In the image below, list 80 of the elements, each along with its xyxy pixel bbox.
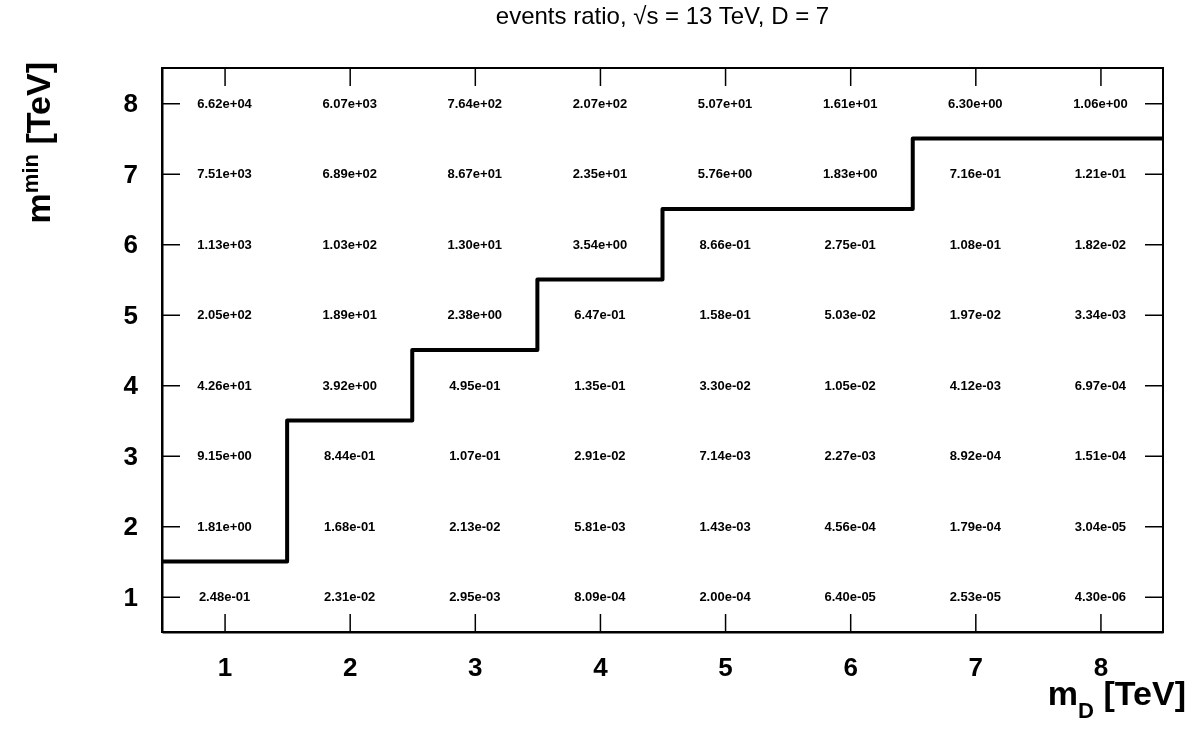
data-label: 7.64e+02 — [447, 95, 503, 111]
data-label: 1.35e-01 — [574, 377, 626, 393]
data-label: 2.07e+02 — [572, 95, 628, 111]
data-label: 7.14e-03 — [699, 448, 751, 464]
data-label: 2.13e-02 — [449, 518, 501, 534]
data-label: 4.26e+01 — [197, 377, 252, 393]
data-label: 6.07e+03 — [322, 95, 377, 111]
x-tick-label: 6 — [843, 652, 858, 683]
data-label: 4.56e-04 — [824, 518, 877, 534]
data-label: 1.03e+02 — [322, 236, 377, 252]
y-tick-label: 6 — [123, 229, 138, 260]
data-label: 2.00e-04 — [699, 589, 752, 605]
data-label: 1.08e-01 — [949, 236, 1001, 252]
data-label: 3.30e-02 — [699, 377, 751, 393]
data-label: 3.54e+00 — [572, 236, 628, 252]
x-tick-label: 4 — [593, 652, 609, 683]
data-label: 2.05e+02 — [197, 307, 252, 323]
data-label: 8.67e+01 — [447, 166, 503, 182]
data-label: 1.21e-01 — [1074, 166, 1127, 182]
data-label: 1.07e-01 — [449, 448, 501, 464]
y-tick-label: 7 — [123, 158, 138, 189]
data-label: 1.51e-04 — [1074, 448, 1127, 464]
data-label: 6.89e+02 — [322, 166, 377, 182]
data-label: 1.30e+01 — [447, 236, 503, 252]
data-label: 6.40e-05 — [824, 589, 876, 605]
x-tick-label: 5 — [718, 652, 733, 683]
y-tick-label: 4 — [123, 370, 139, 401]
data-label: 7.51e+03 — [197, 166, 252, 182]
data-label: 4.30e-06 — [1074, 589, 1127, 605]
y-tick-label: 3 — [123, 440, 138, 471]
data-label: 2.31e-02 — [324, 589, 376, 605]
data-label: 2.38e+00 — [447, 307, 503, 323]
data-label: 8.44e-01 — [324, 448, 376, 464]
data-label: 5.76e+00 — [697, 166, 753, 182]
y-tick-label: 1 — [123, 581, 138, 612]
data-label: 1.82e-02 — [1074, 236, 1127, 252]
data-label: 1.68e-01 — [324, 518, 376, 534]
data-label: 2.75e-01 — [824, 236, 876, 252]
data-label: 6.30e+00 — [948, 95, 1003, 111]
data-label: 3.34e-03 — [1074, 307, 1127, 323]
data-label: 5.81e-03 — [574, 518, 626, 534]
data-label: 1.43e-03 — [699, 518, 751, 534]
data-label: 6.97e-04 — [1074, 377, 1127, 393]
data-label: 2.53e-05 — [949, 589, 1001, 605]
chart-title: events ratio, √s = 13 TeV, D = 7 — [495, 2, 830, 29]
data-label: 9.15e+00 — [197, 448, 252, 464]
x-tick-label: 3 — [468, 652, 483, 683]
data-label: 1.13e+03 — [197, 236, 252, 252]
data-label: 2.35e+01 — [572, 166, 628, 182]
y-tick-label: 5 — [123, 299, 138, 330]
data-label: 8.09e-04 — [574, 589, 627, 605]
y-tick-label: 2 — [123, 511, 138, 542]
data-label: 2.95e-03 — [449, 589, 501, 605]
y-tick-label: 8 — [123, 88, 138, 119]
data-label: 5.03e-02 — [824, 307, 876, 323]
data-label: 1.06e+00 — [1073, 95, 1128, 111]
x-tick-label: 7 — [968, 652, 984, 683]
x-tick-label: 2 — [342, 652, 358, 683]
data-label: 1.61e+01 — [822, 95, 878, 111]
data-label: 6.62e+04 — [197, 95, 253, 111]
data-label: 5.07e+01 — [697, 95, 753, 111]
data-label: 6.47e-01 — [574, 307, 626, 323]
data-label: 1.89e+01 — [322, 307, 377, 323]
data-label: 2.27e-03 — [824, 448, 876, 464]
data-label: 8.66e-01 — [699, 236, 751, 252]
data-label: 1.58e-01 — [699, 307, 751, 323]
data-label: 7.16e-01 — [949, 166, 1001, 182]
data-label: 3.04e-05 — [1074, 518, 1127, 534]
data-label: 1.79e-04 — [949, 518, 1002, 534]
x-tick-label: 1 — [217, 652, 233, 683]
data-label: 1.81e+00 — [197, 518, 252, 534]
data-label: 1.97e-02 — [949, 307, 1001, 323]
data-label: 8.92e-04 — [949, 448, 1002, 464]
data-label: 4.12e-03 — [949, 377, 1001, 393]
data-label: 1.83e+00 — [822, 166, 878, 182]
data-label: 2.91e-02 — [574, 448, 626, 464]
data-label: 2.48e-01 — [198, 589, 251, 605]
data-label: 4.95e-01 — [449, 377, 501, 393]
data-label: 1.05e-02 — [824, 377, 876, 393]
data-label: 3.92e+00 — [322, 377, 377, 393]
